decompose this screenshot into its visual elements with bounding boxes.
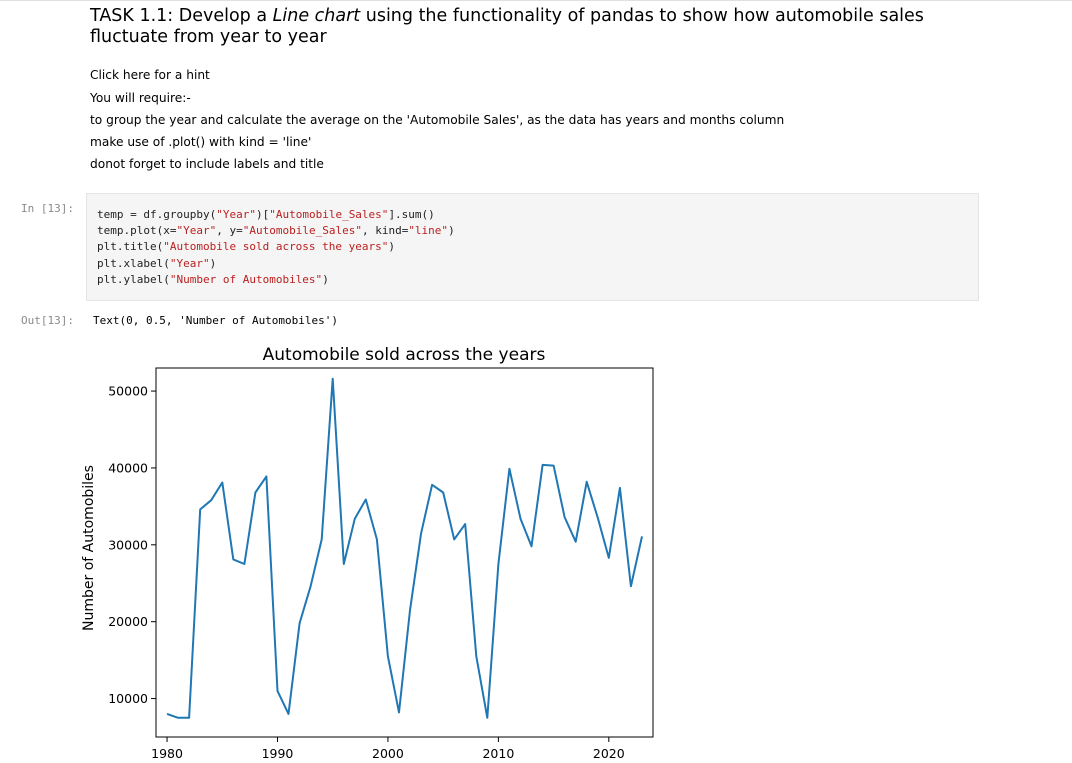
hint-line: make use of .plot() with kind = 'line' [90, 135, 312, 149]
y-tick-label: 10000 [108, 691, 148, 706]
x-tick-label: 1990 [262, 746, 294, 761]
plot-frame [155, 367, 654, 738]
line-chart: Automobile sold across the years Number … [81, 345, 654, 761]
x-tick-label: 2010 [482, 746, 514, 761]
hint-line: to group the year and calculate the aver… [90, 113, 785, 127]
series-line [166, 377, 643, 719]
x-tick-label: 1980 [151, 746, 183, 761]
output-prompt: Out[13]: [21, 314, 74, 327]
code-cell[interactable]: temp = df.groupby("Year")["Automobile_Sa… [86, 193, 979, 301]
hint-line: donot forget to include labels and title [90, 157, 324, 171]
code-line: plt.xlabel("Year") [97, 256, 217, 270]
task-heading: TASK 1.1: Develop a Line chart using the… [90, 6, 924, 47]
code-line: plt.title("Automobile sold across the ye… [97, 240, 396, 254]
code-line: temp = df.groupby("Year")["Automobile_Sa… [97, 208, 435, 221]
hint-line: You will require:- [90, 91, 191, 105]
y-tick-label: 40000 [108, 460, 148, 475]
y-tick-label: 30000 [108, 537, 148, 552]
top-divider [0, 0, 1072, 5]
chart-title: Automobile sold across the years [263, 345, 546, 365]
code-line: plt.ylabel("Number of Automobiles") [97, 272, 329, 286]
code-line: temp.plot(x="Year", y="Automobile_Sales"… [97, 224, 455, 238]
output-text: Text(0, 0.5, 'Number of Automobiles') [93, 314, 339, 327]
hint-toggle[interactable]: Click here for a hint [90, 68, 210, 82]
y-axis-label: Number of Automobiles [81, 465, 97, 631]
markdown-cell: TASK 1.1: Develop a Line chart using the… [90, 6, 990, 171]
code-editor[interactable]: temp = df.groupby("Year")["Automobile_Sa… [97, 207, 455, 288]
y-tick-label: 50000 [108, 384, 148, 399]
x-tick-label: 2020 [593, 746, 625, 761]
y-tick-label: 20000 [108, 614, 148, 629]
x-tick-label: 2000 [372, 746, 404, 761]
input-prompt: In [13]: [21, 202, 74, 215]
